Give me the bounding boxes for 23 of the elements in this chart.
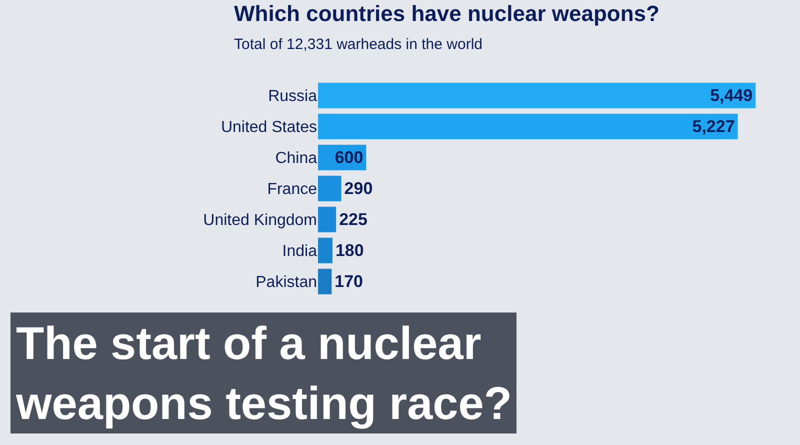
y-tick-label: United Kingdom — [203, 212, 317, 230]
bar — [318, 268, 332, 294]
data-label: 5,227 — [692, 117, 735, 136]
y-tick-label: United States — [220, 119, 317, 136]
y-tick-label: France — [267, 181, 318, 198]
y-tick-label: India — [282, 243, 318, 260]
chart-title: Which countries have nuclear weapons? — [234, 1, 660, 26]
y-tick-label: China — [275, 150, 318, 168]
y-tick-label: Russia — [268, 88, 318, 106]
y-tick-label: Pakistan — [256, 274, 317, 292]
bar — [318, 176, 342, 202]
data-label: 600 — [334, 148, 364, 167]
data-label: 180 — [335, 241, 364, 260]
text: The start of a nuclear weapons testing race? — [15, 317, 512, 429]
bar — [318, 206, 336, 232]
data-label: 170 — [334, 272, 364, 291]
bar — [318, 238, 332, 264]
chart-subtitle: Total of 12,331 warheads in the world — [234, 36, 482, 53]
data-label: 5,449 — [710, 86, 753, 105]
data-label: 225 — [339, 210, 368, 229]
bar — [318, 82, 756, 108]
bar — [318, 114, 738, 140]
data-label: 290 — [344, 179, 373, 198]
